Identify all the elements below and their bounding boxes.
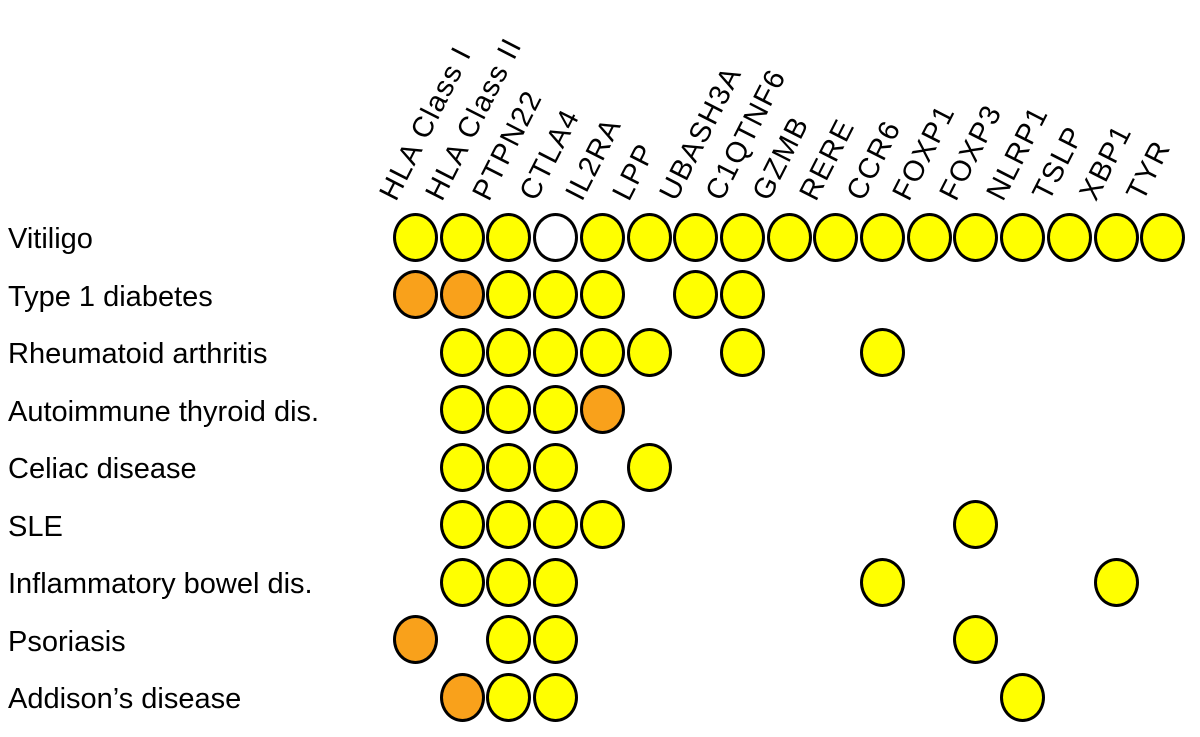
- association-dot: [719, 212, 765, 262]
- row-label-disease: Rheumatoid arthritis: [8, 338, 268, 370]
- association-dot: [486, 442, 532, 492]
- association-dot: [533, 327, 579, 377]
- association-dot: [626, 327, 672, 377]
- association-dot: [1093, 557, 1139, 607]
- association-dot: [439, 442, 485, 492]
- association-dot: [860, 212, 905, 262]
- association-dot: [439, 500, 485, 549]
- association-dot: [439, 327, 485, 377]
- association-dot: [719, 270, 765, 319]
- association-dot: [439, 212, 485, 262]
- row-label-disease: Psoriasis: [8, 625, 126, 658]
- association-dot: [486, 212, 532, 262]
- association-dot: [439, 270, 485, 319]
- association-dot: [439, 385, 485, 434]
- association-dot: [766, 212, 812, 262]
- row-label-disease: Inflammatory bowel dis.: [8, 568, 313, 600]
- association-dot: [953, 615, 999, 664]
- row-label-disease: Type 1 diabetes: [8, 280, 213, 313]
- association-dot: [579, 327, 625, 377]
- association-dot: [393, 270, 438, 319]
- association-dot: [533, 212, 579, 262]
- association-dot: [719, 327, 765, 377]
- association-dot: [486, 270, 532, 319]
- association-dot: [486, 557, 532, 607]
- association-dot: [579, 500, 625, 549]
- association-dot: [533, 557, 579, 607]
- association-dot: [533, 672, 579, 722]
- association-dot: [393, 615, 438, 664]
- association-dot: [626, 212, 672, 262]
- association-dot: [1140, 212, 1186, 262]
- association-dot: [906, 212, 952, 262]
- row-label-disease: Autoimmune thyroid dis.: [8, 395, 320, 428]
- association-dot: [393, 212, 438, 262]
- association-dot: [486, 615, 532, 664]
- row-label-disease: Vitiligo: [8, 223, 93, 255]
- association-dot: [533, 500, 579, 549]
- association-dot: [860, 327, 905, 377]
- association-dot: [486, 385, 532, 434]
- row-label-disease: Addison’s disease: [8, 683, 242, 715]
- association-dot: [953, 500, 999, 549]
- association-dot: [813, 212, 859, 262]
- association-dot: [579, 385, 625, 434]
- association-dot: [1000, 672, 1046, 722]
- association-dot: [1093, 212, 1139, 262]
- association-dot: [533, 270, 579, 319]
- association-dot: [673, 270, 719, 319]
- association-dot: [1000, 212, 1046, 262]
- association-dot: [486, 500, 532, 549]
- association-dot: [439, 672, 485, 722]
- row-label-disease: Celiac disease: [8, 453, 197, 485]
- association-dot: [533, 615, 579, 664]
- association-dot: [860, 557, 905, 607]
- association-dot: [953, 212, 999, 262]
- association-dot: [533, 385, 579, 434]
- association-dot: [673, 212, 719, 262]
- association-dot: [486, 327, 532, 377]
- row-label-disease: SLE: [8, 510, 63, 543]
- association-dot: [579, 270, 625, 319]
- association-dot: [626, 442, 672, 492]
- association-dot: [533, 442, 579, 492]
- association-dot: [1046, 212, 1092, 262]
- association-dot: [486, 672, 532, 722]
- association-dot: [579, 212, 625, 262]
- association-dot: [439, 557, 485, 607]
